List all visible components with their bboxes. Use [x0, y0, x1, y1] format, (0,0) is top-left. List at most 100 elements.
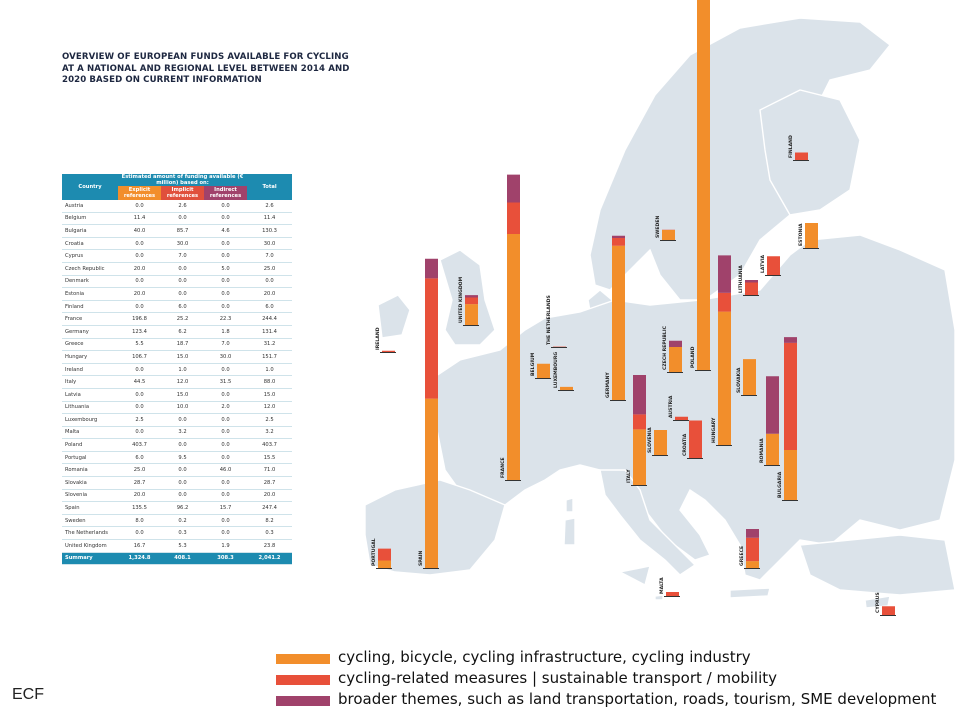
value-cell: 2,041.2 [247, 552, 293, 566]
bar-united-kingdom-series-2 [465, 295, 478, 298]
value-cell: 20.0 [247, 287, 293, 301]
value-cell: 28.7 [118, 476, 161, 490]
value-cell: 0.2 [161, 514, 204, 528]
bar-label-czech-republic: CZECH REPUBLIC [662, 325, 668, 370]
table-row: France 196.8 25.2 22.3 244.4 [62, 312, 293, 326]
table-row: Belgium 11.4 0.0 0.0 11.4 [62, 212, 293, 226]
value-cell: 1.0 [247, 363, 293, 377]
table-body: Austria 0.0 2.6 0.0 2.6 Belgium 11.4 0.0 0.0 11.4… [62, 200, 293, 566]
country-cell: Finland [62, 300, 118, 314]
table-row: Spain 135.5 96.2 15.7 247.4 [62, 501, 293, 515]
bar-label-france: FRANCE [500, 457, 506, 478]
country-cell: Malta [62, 426, 118, 440]
value-cell: 244.4 [247, 312, 293, 326]
bar-italy-series-1 [633, 414, 646, 430]
value-cell: 0.0 [161, 476, 204, 490]
value-cell: 7.0 [247, 249, 293, 263]
bar-germany-series-1 [612, 238, 625, 246]
bar-czech-republic-series-2 [669, 340, 682, 347]
value-cell: 6.2 [161, 325, 204, 339]
country-cell: Italy [62, 375, 118, 389]
value-cell: 0.0 [161, 438, 204, 452]
country-cell: The Netherlands [62, 526, 118, 541]
value-cell: 0.0 [204, 388, 248, 402]
bar-croatia-series-1 [689, 420, 702, 458]
table-row: Latvia 0.0 15.0 0.0 15.0 [62, 388, 293, 402]
bar-germany-series-2 [612, 235, 625, 238]
value-cell: 151.7 [247, 350, 293, 364]
bar-greece-series-0 [746, 561, 759, 568]
bar-label-greece: GREECE [739, 546, 745, 566]
legend-swatch-explicit [276, 654, 330, 664]
value-cell: 106.7 [118, 350, 161, 364]
value-cell: 0.0 [204, 212, 248, 226]
value-cell: 0.0 [247, 275, 293, 289]
value-cell: 6.0 [161, 300, 204, 314]
value-cell: 30.0 [161, 237, 204, 251]
value-cell: 10.0 [161, 401, 204, 415]
table-row: Portugal 6.0 9.5 0.0 15.5 [62, 451, 293, 465]
value-cell: 196.8 [118, 312, 161, 326]
country-cell: Portugal [62, 451, 118, 465]
value-cell: 30.0 [247, 237, 293, 251]
value-cell: 2.6 [161, 200, 204, 213]
bar-label-austria: AUSTRIA [668, 395, 674, 418]
bar-greece-series-2 [746, 529, 759, 538]
value-cell: 22.3 [204, 312, 248, 326]
value-cell: 18.7 [161, 338, 204, 352]
value-cell: 0.0 [161, 275, 204, 289]
value-cell: 31.5 [204, 375, 248, 389]
bar-greece-series-1 [746, 537, 759, 562]
value-cell: 8.2 [247, 514, 293, 528]
value-cell: 1,324.8 [118, 552, 161, 566]
bar-sweden-series-0 [662, 230, 675, 240]
table-row: The Netherlands 0.0 0.3 0.0 0.3 [62, 526, 293, 541]
bar-label-romania: ROMANIA [759, 438, 765, 463]
country-cell: Bulgaria [62, 224, 118, 238]
bar-estonia-series-0 [805, 223, 818, 248]
value-cell: 0.0 [118, 249, 161, 263]
bar-portugal-series-1 [378, 548, 391, 561]
table-row: Finland 0.0 6.0 0.0 6.0 [62, 300, 293, 314]
bar-label-cyprus: CYPRUS [875, 592, 881, 613]
value-cell: 8.0 [118, 514, 161, 528]
bar-label-spain: SPAIN [418, 550, 424, 566]
table-row: Greece 5.5 18.7 7.0 31.2 [62, 338, 293, 352]
table-row: Slovakia 28.7 0.0 0.0 28.7 [62, 476, 293, 490]
value-cell: 31.2 [247, 338, 293, 352]
value-cell: 0.0 [204, 287, 248, 301]
country-cell: Slovakia [62, 476, 118, 490]
bar-hungary-series-0 [718, 311, 731, 445]
header-total: Total [247, 174, 293, 200]
source-label: ECF [12, 686, 44, 703]
value-cell: 0.0 [204, 413, 248, 427]
legend-swatch-implicit [276, 675, 330, 685]
country-cell: France [62, 312, 118, 326]
value-cell: 25.0 [247, 262, 293, 276]
value-cell: 28.7 [247, 476, 293, 490]
bar-czech-republic-series-0 [669, 347, 682, 372]
bar-spain-series-2 [425, 258, 438, 279]
bar-portugal-series-0 [378, 560, 391, 568]
value-cell: 96.2 [161, 501, 204, 515]
value-cell: 15.5 [247, 451, 293, 465]
value-cell: 0.0 [204, 237, 248, 251]
country-cell: Estonia [62, 287, 118, 301]
bar-label-luxembourg: LUXEMBOURG [553, 352, 559, 388]
country-cell: Cyprus [62, 249, 118, 263]
bar-bulgaria-series-0 [784, 450, 797, 500]
table-row: Luxembourg 2.5 0.0 0.0 2.5 [62, 413, 293, 427]
value-cell: 88.0 [247, 375, 293, 389]
bar-france-series-0 [507, 234, 520, 480]
value-cell: 23.8 [247, 539, 293, 553]
table-row: Slovenia 20.0 0.0 0.0 20.0 [62, 489, 293, 503]
value-cell: 0.0 [204, 438, 248, 452]
value-cell: 6.0 [247, 300, 293, 314]
value-cell: 0.3 [161, 526, 204, 541]
value-cell: 15.0 [161, 388, 204, 402]
bar-label-hungary: HUNGARY [711, 417, 717, 443]
table-row: Germany 123.4 6.2 1.8 131.4 [62, 325, 293, 339]
value-cell: 403.7 [247, 438, 293, 452]
table-row: Poland 403.7 0.0 0.0 403.7 [62, 438, 293, 452]
bar-bulgaria-series-2 [784, 337, 797, 343]
